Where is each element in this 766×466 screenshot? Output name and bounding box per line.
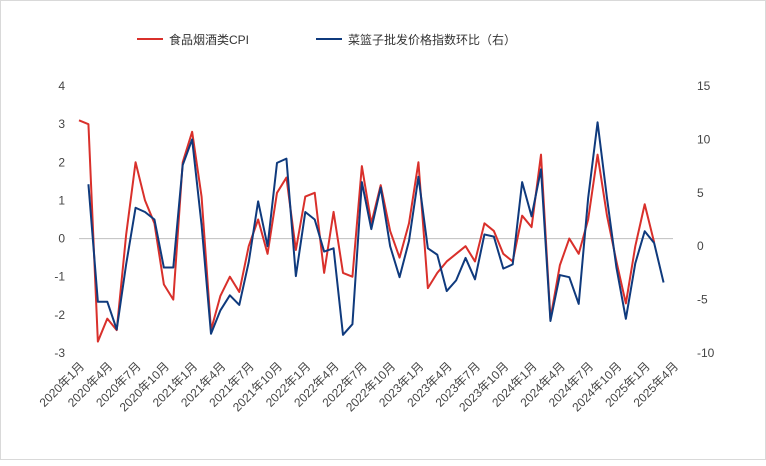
right-tick-label: 0 bbox=[697, 239, 704, 253]
right-tick-label: 10 bbox=[697, 132, 711, 146]
series-line-cpi bbox=[78, 119, 656, 343]
right-tick-label: -5 bbox=[697, 293, 708, 307]
legend-label-cpi: 食品烟酒类CPI bbox=[169, 32, 249, 47]
series-line-basket bbox=[87, 121, 665, 336]
left-tick-label: 3 bbox=[58, 117, 65, 131]
left-tick-label: -3 bbox=[54, 346, 65, 360]
x-axis: 2020年1月2020年4月2020年7月2020年10月2021年1月2021… bbox=[37, 238, 681, 414]
left-tick-label: -1 bbox=[54, 270, 65, 284]
left-tick-label: -2 bbox=[54, 308, 65, 322]
right-tick-label: -10 bbox=[697, 346, 715, 360]
right-tick-label: 15 bbox=[697, 79, 711, 93]
right-axis: -10 -5 0 5 10 15 bbox=[697, 79, 715, 360]
left-tick-label: 2 bbox=[58, 155, 65, 169]
series-layer bbox=[78, 119, 665, 343]
left-axis: -3 -2 -1 0 1 2 3 4 bbox=[54, 79, 65, 360]
legend-label-basket: 菜篮子批发价格指数环比（右） bbox=[348, 32, 516, 47]
left-tick-label: 1 bbox=[58, 193, 65, 207]
right-tick-label: 5 bbox=[697, 186, 704, 200]
legend: 食品烟酒类CPI 菜篮子批发价格指数环比（右） bbox=[137, 32, 516, 47]
left-tick-label: 0 bbox=[58, 232, 65, 246]
left-tick-label: 4 bbox=[58, 79, 65, 93]
